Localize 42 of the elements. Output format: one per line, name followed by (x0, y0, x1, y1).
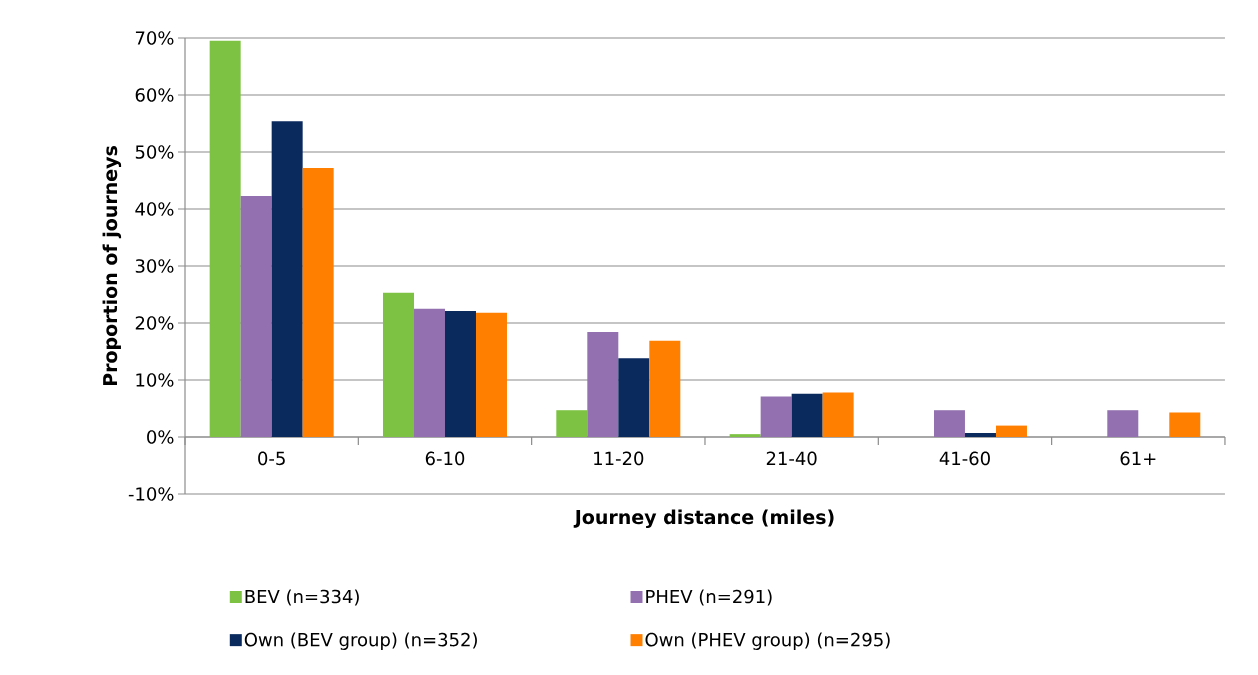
bar (964, 433, 996, 437)
bar (382, 292, 414, 437)
bar (413, 308, 445, 437)
x-tick-label: 61+ (1120, 451, 1156, 466)
x-tick-label: 6-10 (425, 451, 465, 466)
bar (302, 167, 334, 437)
bar (209, 40, 241, 437)
bar (587, 332, 619, 437)
y-tick-label: -10% (128, 487, 174, 501)
y-tick-label: 40% (135, 202, 174, 216)
y-tick-label: 20% (135, 316, 174, 330)
x-tick-label: 21-40 (766, 451, 817, 466)
y-tick-label: 60% (135, 88, 174, 102)
y-tick-label: 10% (136, 373, 174, 387)
bar (556, 410, 588, 437)
legend-label: PHEV (n=291) (646, 589, 772, 606)
x-axis-title: Journey distance (miles) (573, 509, 834, 529)
bar (271, 121, 303, 437)
bar (618, 358, 650, 437)
bar (822, 392, 854, 437)
bar (995, 425, 1027, 437)
y-tick-label: 70% (135, 31, 174, 45)
bar (1169, 412, 1201, 437)
y-tick-label: 0% (147, 430, 174, 444)
legend-label: Own (PHEV group) (n=295) (645, 632, 890, 650)
bar (475, 312, 507, 437)
legend-label: Own (BEV group) (n=352) (244, 632, 477, 650)
x-tick-label: 41-60 (939, 451, 990, 466)
bar (240, 195, 272, 437)
bar (760, 396, 792, 437)
x-tick-label: 0-5 (258, 451, 285, 466)
bar (649, 340, 681, 437)
y-tick-label: 30% (135, 259, 174, 273)
bar (444, 311, 476, 437)
y-tick-label: 50% (135, 145, 174, 159)
x-tick-label: 11-20 (594, 451, 644, 466)
bar (933, 410, 965, 437)
legend-label: BEV (n=334) (245, 589, 359, 606)
y-axis-title: Proportion of journeys (102, 146, 122, 386)
bar (791, 393, 823, 437)
bar (1107, 410, 1139, 437)
bar (729, 434, 761, 437)
